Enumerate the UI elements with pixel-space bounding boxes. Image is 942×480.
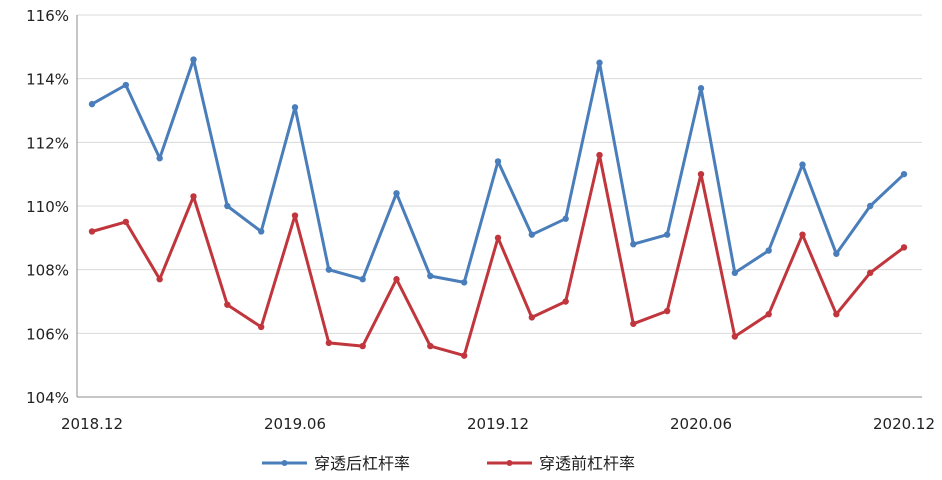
data-point [833, 311, 840, 318]
y-tick-label: 114% [26, 71, 69, 89]
data-point [393, 276, 400, 283]
data-point [697, 85, 705, 92]
data-point [224, 301, 231, 308]
series-layer [88, 56, 908, 359]
data-point [630, 241, 637, 248]
data-point [460, 352, 468, 359]
legend-item-pre: 穿透前杠杆率 [487, 454, 635, 473]
data-point [427, 272, 434, 280]
gridlines [77, 14, 922, 334]
x-tick-label: 2019.06 [264, 415, 326, 433]
series-line [91, 153, 905, 358]
legend-label-pre: 穿透前杠杆率 [539, 454, 635, 473]
y-tick-label: 106% [26, 325, 69, 343]
series-0 [88, 56, 908, 286]
y-tick-label: 108% [26, 262, 69, 280]
data-point [257, 323, 265, 331]
data-point [731, 269, 739, 277]
legend-marker-pre [506, 460, 513, 466]
x-tick-label: 2020.06 [670, 415, 732, 433]
y-tick-label: 116% [26, 7, 69, 25]
data-point [257, 228, 265, 235]
data-point [291, 212, 299, 219]
data-point [731, 333, 739, 340]
data-point [663, 231, 671, 238]
x-tick-label: 2020.12 [873, 415, 935, 433]
data-point [460, 279, 468, 286]
data-point [900, 244, 908, 251]
series-1 [88, 151, 908, 359]
data-point [325, 266, 333, 273]
data-point [866, 269, 874, 277]
y-tick-label: 110% [26, 198, 69, 216]
y-axis-ticks: 104% 106% 108% 110% 112% 114% 116% [26, 7, 69, 407]
data-point [156, 276, 163, 283]
data-point [528, 231, 536, 238]
data-point [122, 81, 130, 89]
data-point [156, 155, 163, 162]
data-point [528, 314, 536, 321]
data-point [494, 158, 502, 165]
x-tick-label: 2019.12 [467, 415, 529, 433]
data-point [697, 170, 705, 178]
data-point [88, 228, 96, 235]
data-point [799, 161, 806, 168]
data-point [900, 170, 908, 178]
x-tick-label: 2018.12 [61, 415, 123, 433]
data-point [224, 202, 231, 210]
data-point [494, 234, 502, 242]
legend: 穿透后杠杆率 穿透前杠杆率 [262, 454, 635, 473]
data-point [562, 298, 569, 305]
data-point [427, 342, 434, 350]
data-point [596, 151, 603, 159]
data-point [866, 202, 874, 210]
data-point [663, 307, 671, 315]
data-point [122, 218, 130, 226]
data-point [359, 276, 366, 283]
data-point [291, 104, 299, 111]
data-point [799, 231, 806, 238]
data-point [630, 320, 637, 327]
data-point [190, 56, 197, 63]
data-point [765, 247, 772, 254]
y-tick-label: 104% [26, 389, 69, 407]
data-point [596, 59, 603, 66]
y-tick-label: 112% [26, 134, 69, 152]
data-point [190, 193, 197, 200]
data-point [765, 311, 772, 318]
x-axis-ticks: 2018.12 2019.06 2019.12 2020.06 2020.12 [61, 415, 935, 433]
legend-marker-post [281, 460, 288, 466]
data-point [88, 100, 96, 108]
data-point [359, 342, 366, 350]
legend-label-post: 穿透后杠杆率 [314, 454, 410, 473]
data-point [562, 215, 569, 222]
data-point [833, 250, 840, 257]
data-point [325, 339, 333, 347]
legend-item-post: 穿透后杠杆率 [262, 454, 410, 473]
data-point [393, 190, 400, 197]
series-line [91, 58, 906, 284]
